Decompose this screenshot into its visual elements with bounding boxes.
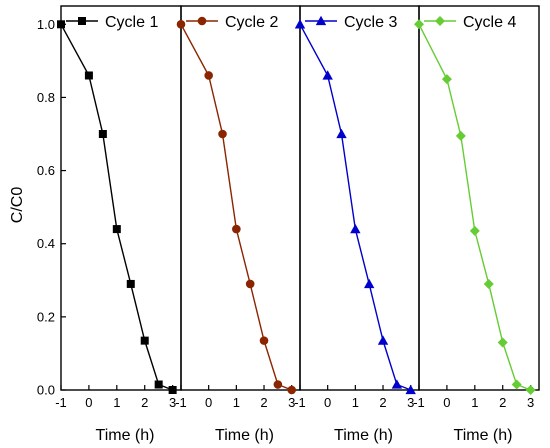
data-point-2-6 — [273, 380, 283, 389]
data-point-1-4 — [126, 279, 135, 288]
x-tick-label-3-4: 3 — [407, 395, 414, 410]
legend-label-3: Cycle 3 — [344, 14, 397, 31]
panel-2: -1 0 1 2 3 Time (h) Cycle 2 — [175, 5, 301, 444]
x-axis-title-3: Time (h) — [334, 427, 393, 444]
data-point-3-4 — [363, 278, 375, 289]
panel-frame-4 — [418, 5, 540, 391]
data-point-2-3 — [232, 224, 241, 234]
legend-label-2: Cycle 2 — [225, 14, 278, 31]
series-line-2 — [180, 23, 292, 391]
data-point-3-7 — [405, 384, 416, 395]
x-tick-label-2-2: 1 — [233, 395, 240, 410]
data-point-1-3 — [112, 225, 121, 234]
x-tick-label-1-1: 0 — [85, 395, 92, 410]
data-point-1-5 — [140, 336, 149, 345]
legend-label-1: Cycle 1 — [105, 14, 158, 31]
y-tick-label-3: 0.6 — [37, 163, 55, 178]
data-point-2-4 — [245, 279, 255, 289]
data-point-1-7 — [168, 386, 177, 394]
panel-3: -1 0 1 2 3 Time (h) Cycle 3 — [294, 5, 420, 444]
panel-1: -1 0 1 2 3 Time (h) Cycle 1 — [55, 5, 182, 444]
x-tick-label-3-1: 0 — [324, 395, 331, 410]
data-point-3-2 — [336, 128, 347, 139]
x-tick-label-4-1: 0 — [443, 395, 450, 410]
data-point-3-3 — [350, 223, 361, 234]
panel-frame-2 — [180, 5, 301, 391]
panel-4: -1 0 1 2 3 Time (h) Cycle 4 — [413, 5, 540, 444]
series-line-1 — [60, 23, 173, 391]
x-tick-label-1-4: 3 — [169, 395, 176, 410]
y-tick-label-1: 0.2 — [37, 309, 55, 324]
data-point-1-6 — [154, 380, 163, 389]
data-point-1-0 — [57, 20, 65, 29]
y-tick-label-4: 0.8 — [37, 90, 55, 105]
series-line-3 — [299, 23, 411, 391]
x-tick-label-4-2: 1 — [471, 395, 478, 410]
y-tick-label-0: 0.0 — [37, 383, 55, 398]
y-tick-label-2: 0.4 — [37, 236, 55, 251]
data-point-3-6 — [391, 379, 403, 389]
x-tick-label-2-0: -1 — [175, 395, 187, 410]
x-tick-label-3-0: -1 — [294, 395, 306, 410]
data-point-2-7 — [287, 385, 296, 395]
data-point-2-1 — [204, 71, 213, 80]
data-point-4-3 — [469, 225, 480, 236]
x-tick-label-1-2: 1 — [113, 395, 120, 410]
data-point-4-5 — [497, 337, 508, 348]
x-tick-label-1-0: -1 — [55, 395, 67, 410]
legend-marker-2 — [197, 16, 207, 26]
data-point-1-2 — [98, 130, 107, 138]
y-tick-label-5: 1.0 — [37, 17, 55, 32]
legend-label-4: Cycle 4 — [463, 14, 516, 31]
x-tick-label-4-4: 3 — [527, 395, 534, 410]
data-point-4-0 — [414, 19, 424, 30]
x-tick-label-3-3: 2 — [379, 395, 386, 410]
x-tick-label-1-3: 2 — [141, 395, 148, 410]
data-point-3-0 — [294, 19, 306, 29]
panel-frame-1 — [60, 5, 182, 391]
data-point-3-5 — [377, 335, 389, 345]
data-point-4-4 — [483, 278, 494, 289]
x-tick-label-4-3: 2 — [499, 395, 506, 410]
x-axis-title-2: Time (h) — [215, 427, 274, 444]
legend-marker-1 — [78, 17, 86, 25]
data-point-4-6 — [511, 379, 522, 390]
data-point-2-0 — [176, 19, 186, 29]
data-point-4-1 — [441, 74, 452, 85]
legend-marker-4 — [435, 16, 445, 26]
x-tick-label-2-4: 3 — [288, 395, 295, 410]
data-point-1-1 — [84, 71, 93, 80]
series-line-4 — [418, 23, 531, 391]
x-tick-label-2-1: 0 — [205, 395, 212, 410]
data-point-4-2 — [455, 130, 466, 141]
legend-marker-3 — [315, 15, 327, 26]
x-axis-title-4: Time (h) — [454, 427, 513, 444]
data-point-3-1 — [322, 70, 333, 80]
x-axis-title-1: Time (h) — [96, 427, 155, 444]
data-point-2-5 — [259, 336, 269, 345]
x-tick-label-4-0: -1 — [413, 395, 425, 410]
panel-frame-3 — [299, 5, 420, 391]
y-axis-title: C/C0 — [9, 187, 26, 224]
x-tick-label-2-3: 2 — [260, 395, 267, 410]
data-point-2-2 — [218, 129, 227, 139]
x-tick-label-3-2: 1 — [352, 395, 359, 410]
data-point-4-7 — [525, 385, 536, 395]
